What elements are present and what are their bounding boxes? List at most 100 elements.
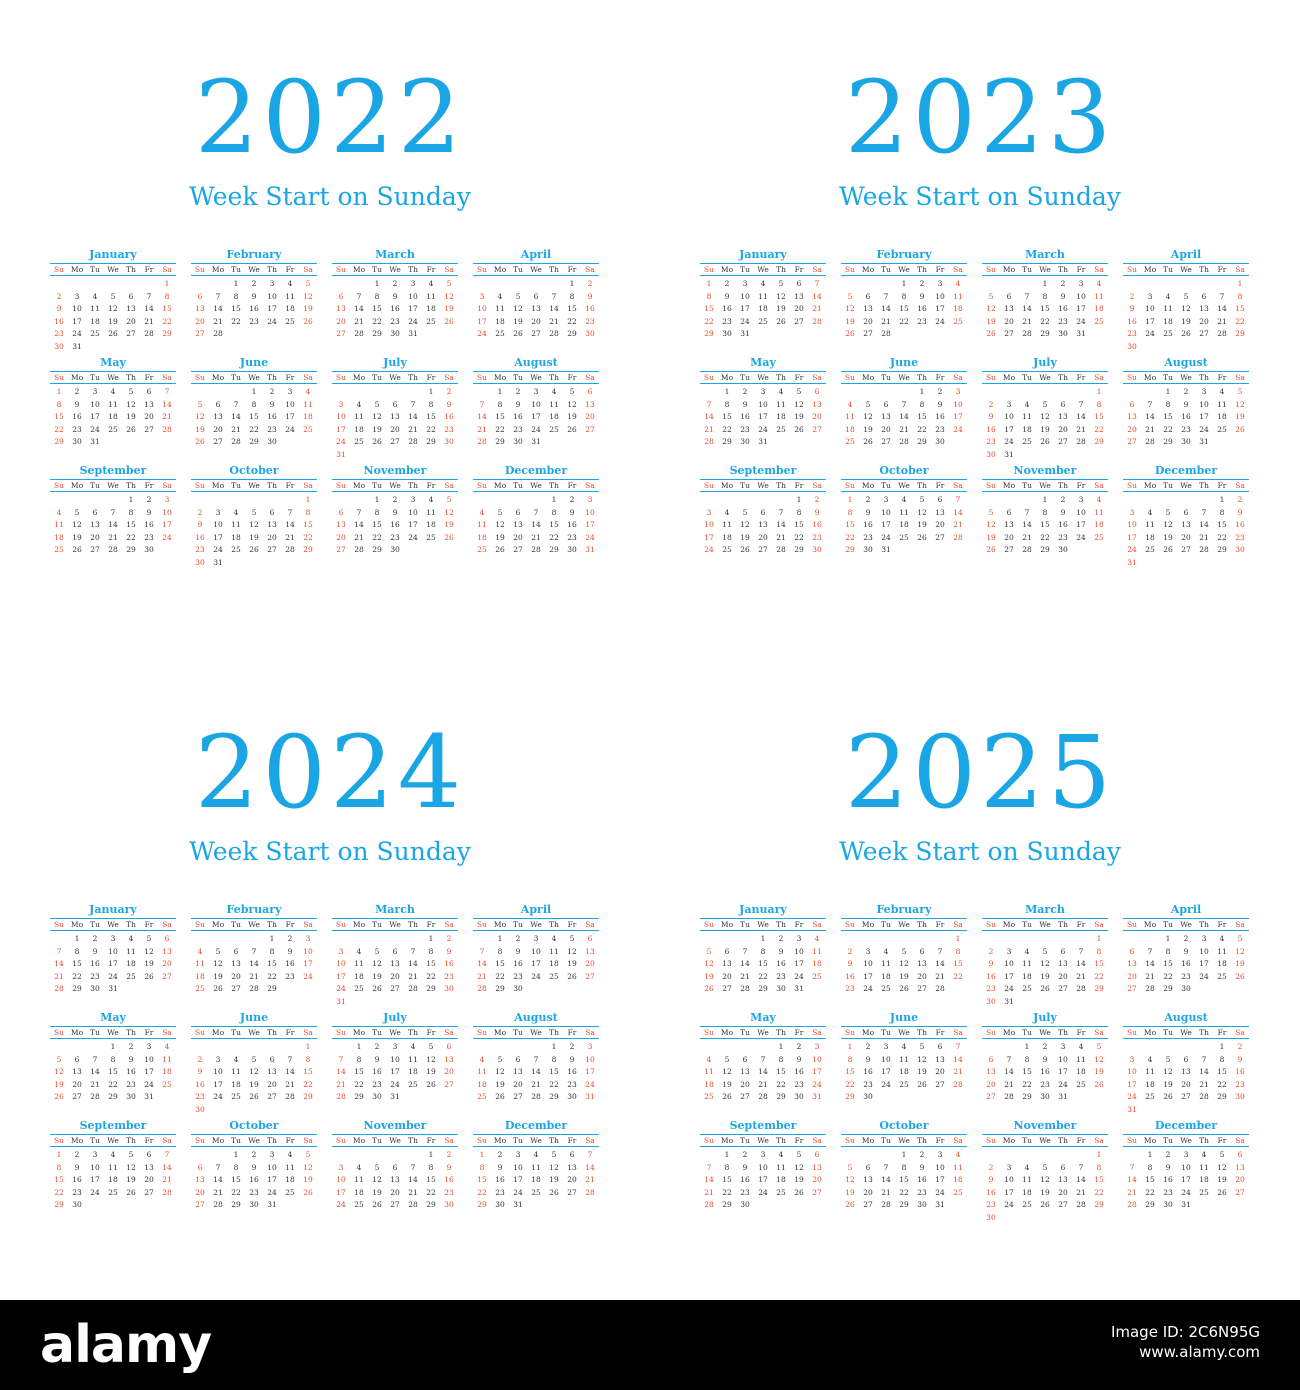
weekday-label: Tu	[1022, 1028, 1032, 1037]
day-cell: 2	[919, 279, 925, 288]
day-cell: 6	[1201, 291, 1207, 301]
day-cell: 6	[146, 387, 152, 396]
day-cell: 2	[865, 1042, 871, 1051]
day-cell: 25	[1199, 1187, 1209, 1197]
day-cell: 26	[899, 984, 909, 993]
day-cell: 25	[354, 1200, 364, 1209]
month-rule	[332, 371, 458, 372]
day-cell: 25	[195, 984, 205, 993]
day-cell: 19	[372, 424, 382, 434]
day-cell: 21	[935, 971, 945, 981]
weekday-label: Th	[1058, 265, 1068, 274]
month-name: December	[504, 464, 568, 477]
day-cell: 16	[513, 412, 523, 421]
day-cell: 8	[428, 399, 434, 409]
day-cell: 20	[758, 532, 768, 542]
day-cell: 4	[110, 1150, 116, 1159]
day-cell: 13	[1004, 304, 1014, 313]
day-cell: 10	[144, 1054, 154, 1064]
day-cell: 16	[72, 1175, 82, 1184]
day-cell: 31	[90, 437, 100, 446]
day-cell: 18	[549, 959, 559, 968]
day-cell: 2	[778, 934, 784, 943]
day-cell: 6	[1183, 507, 1189, 517]
day-cell: 16	[444, 959, 454, 968]
day-cell: 14	[740, 959, 750, 968]
day-cell: 16	[390, 520, 400, 529]
day-cell: 28	[1199, 1092, 1209, 1101]
day-cell: 28	[935, 984, 945, 993]
weekday-label: Fr	[144, 481, 154, 490]
day-cell: 8	[551, 1054, 557, 1064]
month-rule	[982, 1134, 1108, 1135]
day-cell: 14	[285, 520, 295, 529]
month-name: November	[363, 1119, 427, 1132]
day-cell: 7	[110, 507, 116, 517]
day-cell: 7	[164, 387, 170, 396]
day-cell: 10	[1076, 291, 1086, 301]
month-name: April	[1170, 903, 1202, 916]
day-cell: 9	[988, 1175, 994, 1184]
day-cell: 14	[213, 304, 223, 313]
day-cell: 25	[1022, 437, 1032, 446]
month-name: September	[79, 1119, 147, 1132]
day-cell: 5	[515, 291, 521, 301]
day-cell: 6	[515, 507, 521, 517]
day-cell: 12	[144, 946, 154, 956]
day-cell: 15	[1145, 1175, 1155, 1184]
month-rule	[1123, 263, 1249, 264]
day-cell: 8	[74, 946, 80, 956]
day-cell: 1	[1219, 495, 1225, 504]
day-cell: 28	[408, 984, 418, 993]
day-cell: 18	[899, 1067, 909, 1076]
month-name: August	[514, 356, 558, 369]
day-cell: 3	[937, 1150, 943, 1159]
day-cell: 3	[269, 279, 275, 288]
day-cell: 17	[1145, 316, 1155, 326]
day-cell: 20	[267, 532, 277, 542]
month-rule	[982, 263, 1108, 264]
day-cell: 1	[428, 1150, 434, 1159]
weekday-rule	[982, 930, 1108, 931]
weekday-label: Tu	[90, 265, 100, 274]
day-cell: 6	[865, 291, 871, 301]
weekday-rule	[700, 1146, 826, 1147]
day-cell: 13	[513, 520, 523, 529]
day-cell: 9	[197, 520, 203, 529]
day-cell: 17	[408, 304, 418, 313]
weekday-label: Sa	[585, 920, 595, 929]
day-cell: 19	[372, 971, 382, 981]
day-cell: 27	[90, 545, 100, 554]
day-cell: 20	[1058, 971, 1068, 981]
day-cell: 21	[336, 1079, 346, 1089]
day-cell: 26	[1235, 424, 1245, 434]
weekday-label: Mo	[493, 265, 507, 274]
day-cell: 6	[1060, 399, 1066, 409]
day-cell: 20	[881, 424, 891, 434]
weekday-label: Su	[845, 920, 855, 929]
day-cell: 22	[1217, 1079, 1227, 1089]
day-cell: 23	[90, 971, 100, 981]
month-rule	[841, 263, 967, 264]
day-cell: 20	[213, 424, 223, 434]
day-cell: 16	[812, 520, 822, 529]
weekday-label: We	[757, 265, 769, 274]
weekday-label: We	[1039, 481, 1051, 490]
day-cell: 30	[1040, 1092, 1050, 1101]
day-cell: 24	[285, 424, 295, 434]
day-cell: 4	[197, 946, 203, 956]
weekday-label: Sa	[812, 920, 822, 929]
month-april: April Su Mo Tu We Th Fr Sa 1 2 3 4 5 6 7 8 9 10 11 12 13 14 15…	[1123, 903, 1249, 1003]
day-cell: 3	[515, 1150, 521, 1159]
month-name: July	[383, 1011, 407, 1024]
weekday-label: Th	[1199, 481, 1209, 490]
day-cell: 4	[428, 495, 434, 504]
day-cell: 26	[444, 316, 454, 326]
day-cell: 4	[760, 279, 766, 288]
day-cell: 15	[1040, 304, 1050, 313]
weekday-label: Tu	[740, 265, 750, 274]
day-cell: 18	[1022, 1187, 1032, 1197]
weekday-label: We	[1039, 920, 1051, 929]
day-cell: 18	[354, 971, 364, 981]
day-cell: 24	[90, 1187, 100, 1197]
